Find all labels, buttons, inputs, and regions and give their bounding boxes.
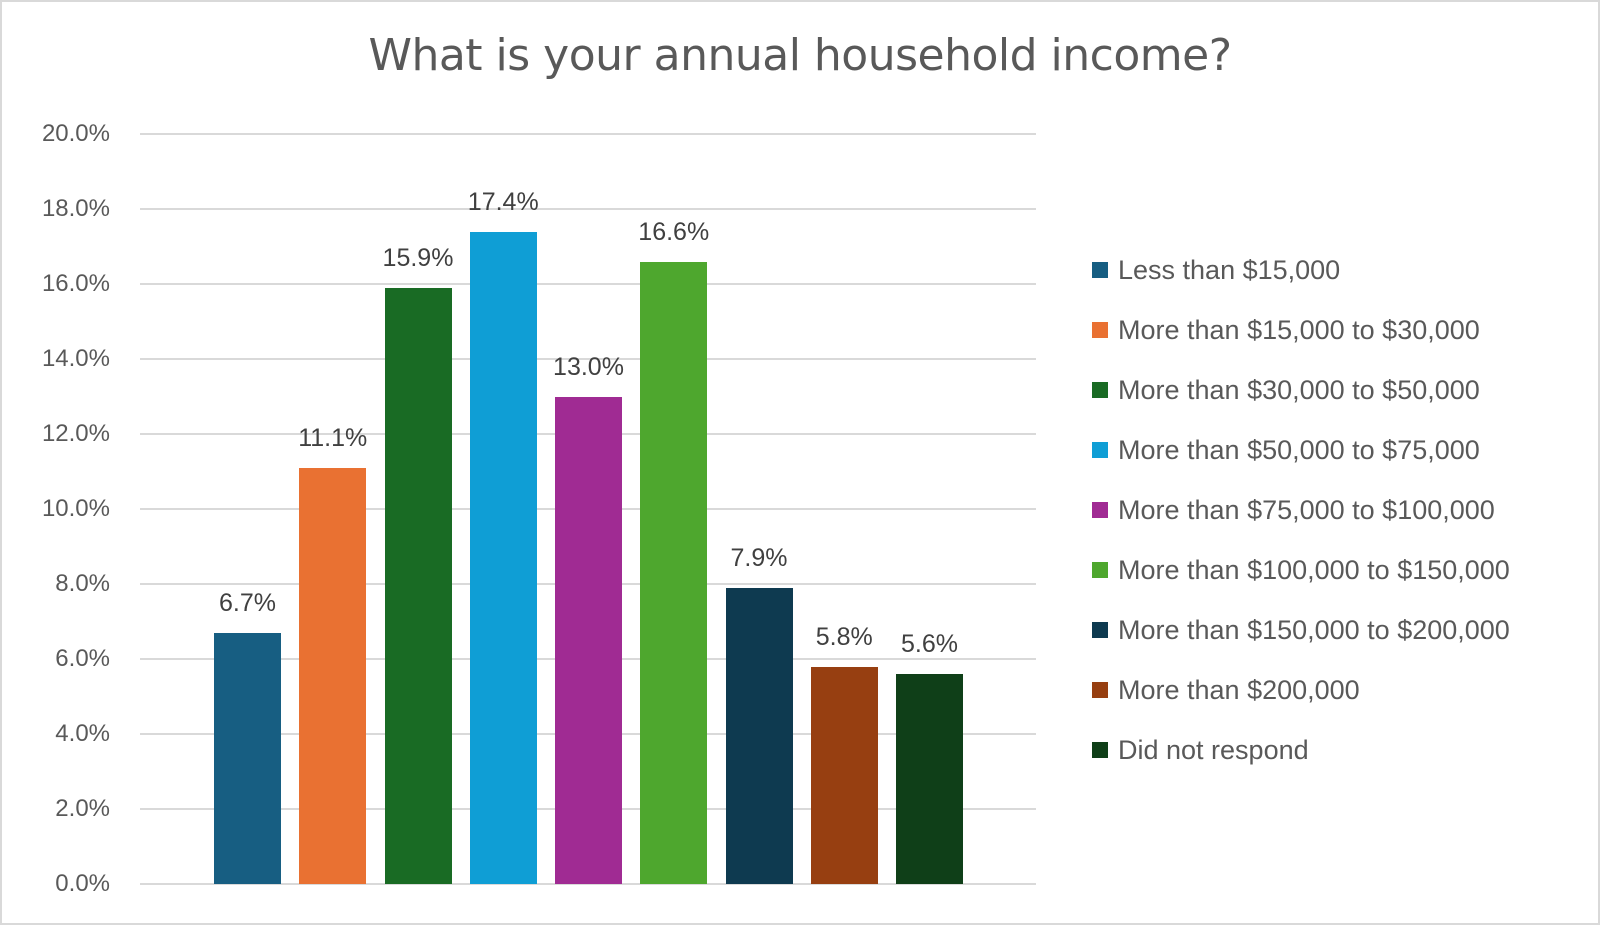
y-tick-label: 20.0%	[41, 120, 110, 147]
legend-swatch-icon	[1092, 562, 1108, 578]
legend-swatch-icon	[1092, 622, 1108, 638]
data-label: 16.6%	[638, 217, 710, 246]
bar-150k-to-200k[interactable]	[725, 587, 793, 884]
legend-swatch-icon	[1092, 742, 1108, 758]
legend-swatch-icon	[1092, 442, 1108, 458]
y-tick-label: 6.0%	[55, 645, 110, 672]
legend-item[interactable]: More than $100,000 to $150,000	[1092, 555, 1510, 585]
legend-item[interactable]: More than $30,000 to $50,000	[1092, 375, 1480, 405]
y-tick-label: 16.0%	[41, 270, 110, 297]
y-tick-label: 14.0%	[41, 345, 110, 372]
legend-item[interactable]: Did not respond	[1092, 735, 1309, 765]
data-label: 17.4%	[467, 187, 539, 216]
legend-swatch-icon	[1092, 322, 1108, 338]
legend-label: More than $200,000	[1118, 674, 1360, 705]
gridline	[140, 133, 1036, 135]
y-tick-label: 12.0%	[41, 420, 110, 447]
gridline	[140, 883, 1036, 885]
legend-label: Did not respond	[1118, 734, 1309, 765]
data-label: 13.0%	[553, 352, 624, 381]
y-tick-label: 10.0%	[41, 495, 110, 522]
legend-label: Less than $15,000	[1118, 254, 1341, 285]
bar-30k-to-50k[interactable]	[384, 287, 452, 884]
legend-swatch-icon	[1092, 382, 1108, 398]
y-tick-label: 8.0%	[55, 570, 110, 597]
data-label: 15.9%	[382, 243, 454, 272]
data-label: 5.8%	[815, 622, 873, 651]
legend-item[interactable]: Less than $15,000	[1092, 255, 1340, 285]
legend-item[interactable]: More than $200,000	[1092, 675, 1360, 705]
bar-more-than-200k[interactable]	[810, 666, 878, 884]
bar-100k-to-150k[interactable]	[640, 261, 708, 884]
data-label: 5.6%	[901, 630, 958, 658]
legend-label: More than $75,000 to $100,000	[1118, 494, 1495, 525]
bar-did-not-respond[interactable]	[896, 674, 963, 884]
gridline	[140, 208, 1036, 210]
legend-label: More than $100,000 to $150,000	[1118, 554, 1510, 585]
y-tick-label: 4.0%	[55, 720, 110, 747]
legend-label: More than $150,000 to $200,000	[1118, 614, 1510, 645]
gridline	[140, 358, 1036, 360]
legend-item[interactable]: More than $150,000 to $200,000	[1092, 615, 1510, 645]
legend-item[interactable]: More than $50,000 to $75,000	[1092, 435, 1480, 465]
data-label: 6.7%	[219, 588, 276, 617]
legend-label: More than $50,000 to $75,000	[1118, 434, 1480, 465]
data-label: 11.1%	[298, 423, 368, 452]
legend-swatch-icon	[1092, 262, 1108, 278]
gridline	[140, 283, 1036, 285]
y-tick-label: 2.0%	[55, 795, 110, 822]
chart-title: What is your annual household income?	[368, 30, 1232, 81]
bar-75k-to-100k[interactable]	[555, 396, 622, 884]
legend-label: More than $30,000 to $50,000	[1118, 374, 1480, 405]
legend-item[interactable]: More than $75,000 to $100,000	[1092, 495, 1495, 525]
bar-15k-to-30k[interactable]	[299, 467, 367, 884]
legend-label: More than $15,000 to $30,000	[1118, 314, 1480, 345]
legend-swatch-icon	[1092, 502, 1108, 518]
legend-item[interactable]: More than $15,000 to $30,000	[1092, 315, 1480, 345]
legend-swatch-icon	[1092, 682, 1108, 698]
y-tick-label: 0.0%	[55, 870, 110, 897]
bar-less-than-15k[interactable]	[214, 632, 281, 884]
data-label: 7.9%	[730, 543, 788, 572]
bar-50k-to-75k[interactable]	[469, 231, 537, 884]
y-tick-label: 18.0%	[41, 195, 110, 222]
